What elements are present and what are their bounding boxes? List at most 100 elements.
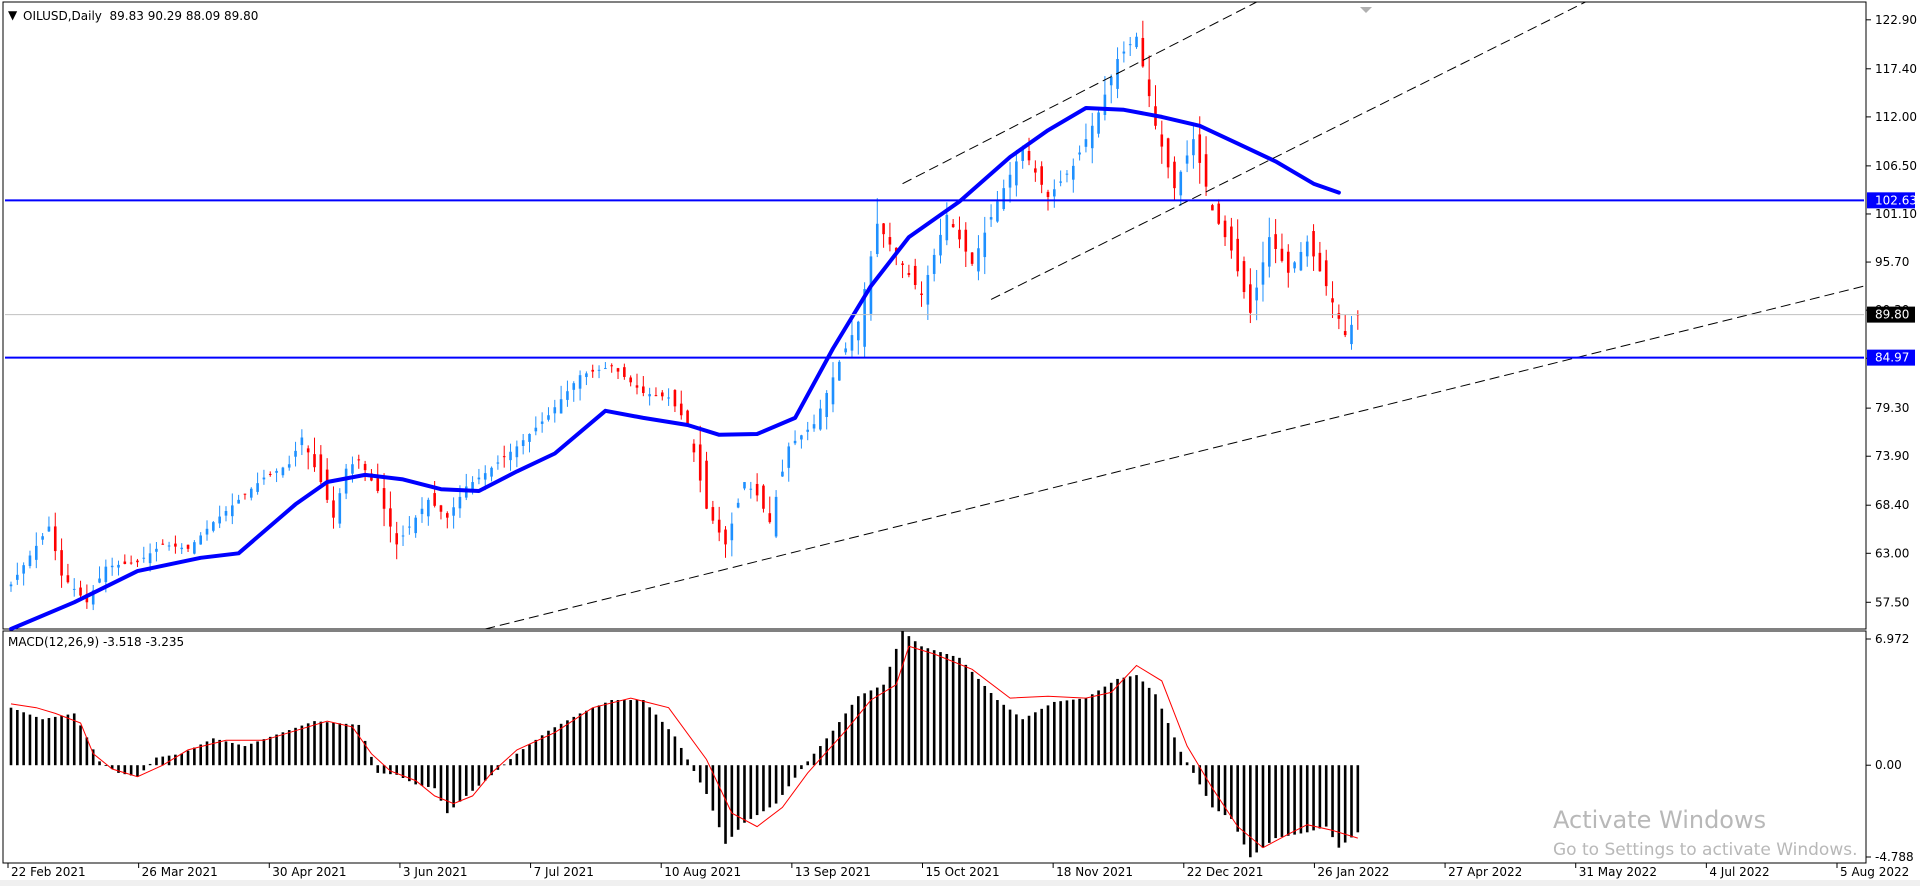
candle-body — [136, 560, 139, 563]
macd-bar — [142, 765, 146, 771]
candle-body — [1230, 226, 1233, 251]
chart-shift-marker-icon[interactable] — [1360, 7, 1372, 13]
trendline[interactable] — [902, 1, 1257, 185]
candle-body — [477, 477, 481, 480]
candle-body — [1034, 168, 1037, 173]
macd-bar — [1097, 690, 1100, 766]
candle-body — [875, 223, 879, 255]
candle-body — [91, 590, 95, 605]
macd-bar — [698, 765, 702, 783]
candle-body — [1274, 234, 1277, 249]
macd-bar — [977, 678, 980, 766]
time-tick-label: 26 Mar 2021 — [142, 865, 218, 879]
time-tick-label: 7 Jul 2021 — [534, 865, 594, 879]
candle-body — [53, 526, 57, 552]
candle-body — [471, 482, 474, 493]
candle-body — [932, 254, 936, 274]
candle-body — [79, 587, 82, 596]
macd-bar — [167, 755, 171, 766]
macd-bar — [338, 723, 342, 766]
macd-bar — [692, 765, 696, 771]
time-tick-label: 18 Nov 2021 — [1056, 865, 1133, 879]
moving-average-line[interactable] — [9, 106, 1341, 631]
time-tick-label: 15 Oct 2021 — [926, 865, 1000, 879]
macd-bar — [344, 723, 348, 766]
symbol-menu-icon[interactable]: ▼ — [8, 8, 18, 22]
candle-body — [408, 526, 411, 528]
candle-body — [553, 407, 557, 414]
macd-bar — [1015, 714, 1018, 766]
macd-bar — [1236, 765, 1239, 832]
candle-body — [667, 397, 670, 399]
candle-body — [237, 499, 240, 504]
macd-bar — [117, 765, 120, 773]
candle-body — [1350, 324, 1353, 345]
macd-bar — [1223, 765, 1227, 816]
candle-body — [812, 424, 816, 429]
trendline[interactable] — [485, 285, 1865, 630]
macd-bar — [41, 719, 44, 766]
macd-bar — [180, 753, 184, 766]
candle-body — [1179, 171, 1183, 196]
level-price-badge — [1867, 192, 1915, 209]
macd-bar — [964, 664, 968, 766]
macd-bar — [1217, 765, 1221, 812]
candle-body — [1211, 205, 1214, 211]
activate-windows-subtitle: Go to Settings to activate Windows. — [1553, 840, 1858, 860]
macd-bar — [1147, 687, 1151, 766]
candle-body — [1046, 191, 1050, 198]
macd-bar — [1071, 699, 1075, 766]
chart-tabs-strip[interactable] — [0, 880, 1920, 886]
macd-bar — [91, 749, 95, 766]
candle-body — [730, 523, 734, 541]
candle-body — [28, 555, 32, 567]
macd-bar — [28, 714, 32, 766]
level-price-label: 84.97 — [1875, 351, 1909, 365]
candle-body — [692, 443, 696, 453]
macd-bar — [231, 742, 234, 766]
price-tick-label: 101.10 — [1875, 207, 1917, 221]
candle-body — [338, 493, 342, 524]
macd-bar — [850, 704, 854, 766]
macd-bar — [1261, 765, 1265, 848]
candle-body — [1293, 262, 1296, 269]
macd-bar — [597, 705, 601, 766]
candle-body — [648, 394, 651, 397]
macd-bar — [1135, 675, 1138, 766]
candle-body — [945, 214, 949, 241]
candle-body — [629, 377, 632, 383]
candle-body — [167, 545, 171, 547]
macd-bar — [464, 765, 468, 796]
candle-body — [1312, 231, 1315, 257]
candle-body — [698, 444, 702, 481]
moving-average-group — [9, 106, 1341, 631]
macd-bar — [22, 712, 25, 766]
candle-body — [212, 522, 215, 531]
candle-body — [344, 468, 348, 494]
candle-body — [1299, 251, 1303, 271]
price-tick-label: 117.40 — [1875, 62, 1917, 76]
macd-bar — [319, 721, 323, 766]
macd-bar — [1141, 681, 1145, 766]
trendline[interactable] — [990, 1, 1586, 300]
candle-body — [1116, 59, 1119, 89]
candle-body — [717, 519, 721, 533]
candle-body — [1008, 174, 1012, 188]
macd-bar — [1122, 677, 1126, 766]
candle-body — [819, 408, 822, 430]
macd-bar — [585, 710, 588, 766]
candle-body — [60, 550, 63, 576]
candle-body — [1122, 51, 1126, 54]
candle-body — [502, 456, 506, 458]
candle-body — [1249, 284, 1252, 313]
macd-bar — [477, 765, 481, 786]
candle-body — [224, 510, 228, 516]
candle-body — [1223, 220, 1227, 238]
macd-bar — [243, 746, 247, 766]
candle-body — [1255, 287, 1258, 301]
macd-bar — [1166, 723, 1170, 766]
trendlines-group — [485, 1, 1865, 630]
candle-body — [319, 454, 323, 483]
